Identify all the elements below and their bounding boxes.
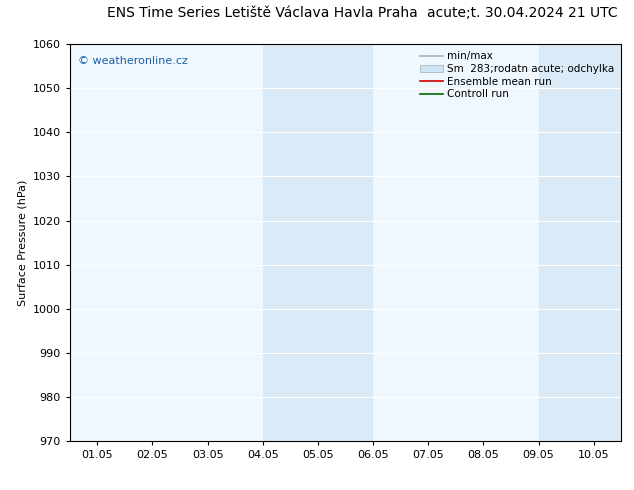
Legend: min/max, Sm  283;rodatn acute; odchylka, Ensemble mean run, Controll run: min/max, Sm 283;rodatn acute; odchylka, …	[418, 49, 616, 101]
Text: acute;t. 30.04.2024 21 UTC: acute;t. 30.04.2024 21 UTC	[427, 5, 618, 20]
Text: ENS Time Series Letiště Václava Havla Praha: ENS Time Series Letiště Václava Havla Pr…	[107, 5, 418, 20]
Y-axis label: Surface Pressure (hPa): Surface Pressure (hPa)	[17, 179, 27, 306]
Bar	[262, 44, 373, 441]
Bar	[538, 44, 621, 441]
Text: © weatheronline.cz: © weatheronline.cz	[78, 56, 188, 66]
